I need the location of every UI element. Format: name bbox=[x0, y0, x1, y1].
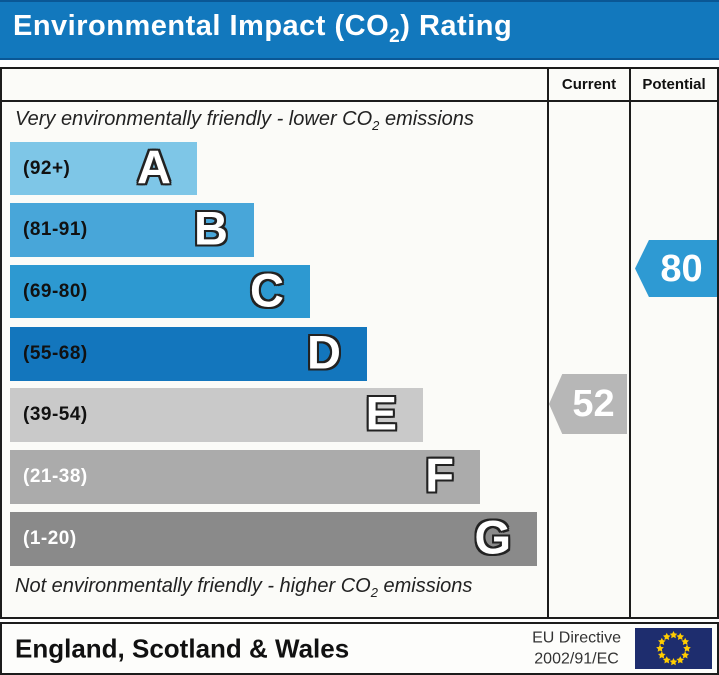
title-bar: Environmental Impact (CO2) Rating bbox=[0, 0, 719, 60]
title-text: Environmental Impact (CO bbox=[13, 10, 390, 43]
band-e-letter: E bbox=[365, 386, 397, 440]
current-rating-arrow: 52 bbox=[549, 374, 627, 434]
eu-directive-line2: 2002/91/EC bbox=[534, 650, 619, 668]
top-caption: Very environmentally friendly - lower CO… bbox=[15, 108, 474, 133]
band-c-letter: C bbox=[250, 263, 284, 317]
eu-directive-label: EU Directive 2002/91/EC bbox=[532, 627, 621, 670]
bottom-caption-text: Not environmentally friendly - higher CO bbox=[15, 575, 371, 597]
header-divider bbox=[2, 100, 717, 102]
title-text-suffix: ) Rating bbox=[400, 10, 513, 43]
band-d-letter: D bbox=[307, 325, 341, 379]
potential-rating-arrow: 80 bbox=[635, 240, 717, 297]
band-b-range: (81-91) bbox=[23, 219, 88, 240]
band-b-letter: B bbox=[194, 201, 228, 255]
eu-flag-stars bbox=[656, 631, 691, 666]
current-column-divider bbox=[547, 69, 549, 617]
band-e: (39-54) E bbox=[10, 388, 423, 442]
band-e-range: (39-54) bbox=[23, 404, 88, 425]
potential-column-header: Potential bbox=[642, 76, 706, 93]
bottom-caption-subscript: 2 bbox=[370, 585, 378, 600]
band-b: (81-91) B bbox=[10, 203, 254, 257]
band-g-range: (1-20) bbox=[23, 528, 77, 549]
bottom-caption-suffix: emissions bbox=[377, 575, 473, 597]
band-g-letter: G bbox=[474, 510, 511, 564]
band-f-letter: F bbox=[425, 448, 454, 502]
region-label: England, Scotland & Wales bbox=[15, 633, 350, 663]
bottom-caption: Not environmentally friendly - higher CO… bbox=[15, 575, 472, 600]
current-column-header: Current bbox=[561, 76, 617, 93]
band-c-range: (69-80) bbox=[23, 280, 88, 302]
top-caption-subscript: 2 bbox=[372, 118, 380, 133]
band-a: (92+) A bbox=[10, 142, 197, 195]
band-c: (69-80) C bbox=[10, 265, 310, 318]
epc-chart: Current Potential Very environmentally f… bbox=[0, 67, 719, 619]
current-rating-value: 52 bbox=[572, 383, 615, 425]
footer-bar: England, Scotland & Wales EU Directive 2… bbox=[0, 622, 719, 675]
band-g: (1-20) G bbox=[10, 512, 537, 566]
top-caption-suffix: emissions bbox=[379, 108, 474, 130]
top-caption-text: Very environmentally friendly - lower CO bbox=[15, 108, 373, 130]
page-title: Environmental Impact (CO2) Rating bbox=[0, 10, 512, 50]
eu-directive-line1: EU Directive bbox=[532, 628, 621, 646]
potential-rating-value: 80 bbox=[660, 247, 703, 290]
band-d-range: (55-68) bbox=[23, 343, 88, 364]
title-subscript: 2 bbox=[389, 25, 401, 47]
eu-flag-icon bbox=[635, 628, 712, 669]
band-f: (21-38) F bbox=[10, 450, 480, 504]
band-f-range: (21-38) bbox=[23, 466, 88, 487]
band-a-letter: A bbox=[137, 140, 171, 194]
band-d: (55-68) D bbox=[10, 327, 367, 381]
band-a-range: (92+) bbox=[23, 157, 71, 179]
potential-column-divider bbox=[629, 69, 631, 617]
